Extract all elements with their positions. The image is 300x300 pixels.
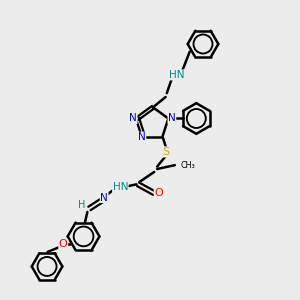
Text: HN: HN <box>169 70 184 80</box>
Text: N: N <box>138 132 146 142</box>
Text: CH₃: CH₃ <box>181 161 196 170</box>
Text: O: O <box>59 239 68 249</box>
Text: S: S <box>162 147 169 157</box>
Text: O: O <box>154 188 163 198</box>
Text: N: N <box>100 193 108 202</box>
Text: HN: HN <box>112 182 128 192</box>
Text: H: H <box>78 200 86 210</box>
Text: N: N <box>168 113 176 124</box>
Text: N: N <box>129 113 137 124</box>
